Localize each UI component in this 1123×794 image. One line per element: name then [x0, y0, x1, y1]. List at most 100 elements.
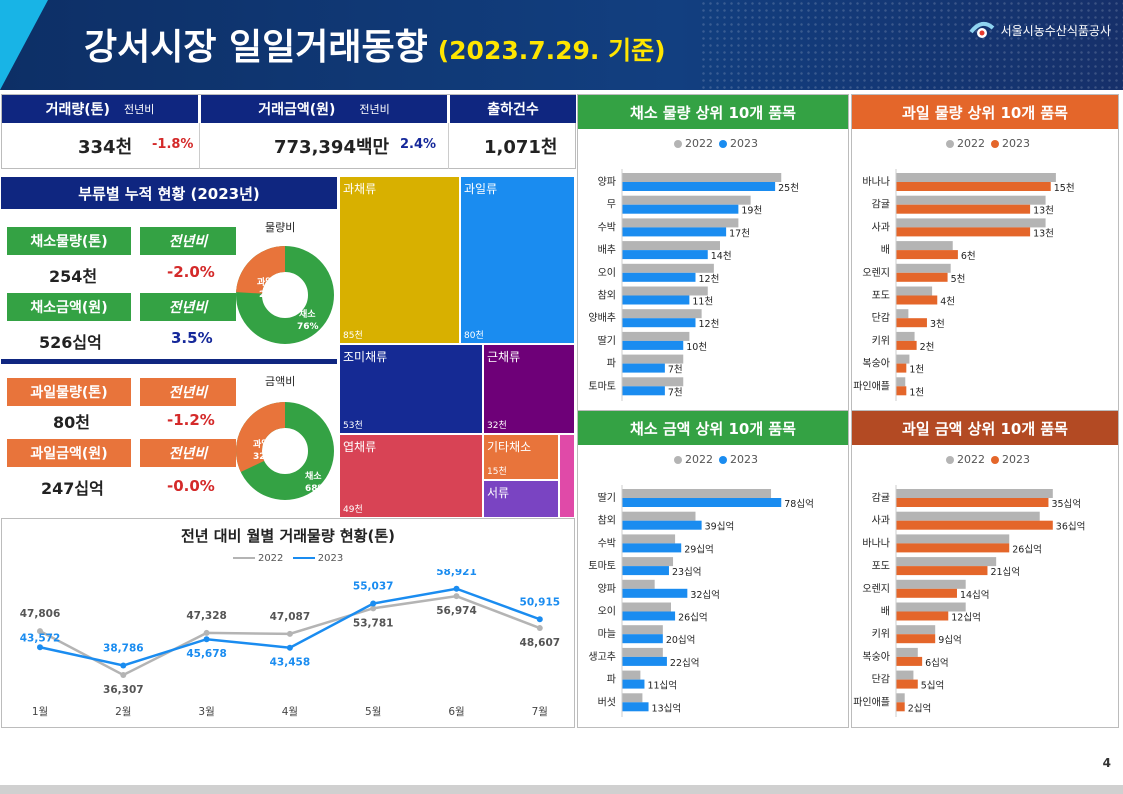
veg-amt-yoy-label: 전년비: [140, 293, 236, 321]
legend-2023: 2023: [317, 553, 344, 564]
veg-amt-label: 채소금액(원): [7, 293, 131, 321]
treemap-label: 기타채소: [487, 440, 532, 454]
bar-2023: [622, 250, 708, 260]
bar-2022: [896, 241, 953, 251]
bar-value-label: 20십억: [666, 634, 696, 646]
bar-2023: [896, 634, 936, 644]
amount-donut: 과일 32% 채소 68%: [236, 402, 334, 500]
bar-value-label: 23십억: [672, 566, 702, 578]
category-label: 참외: [598, 290, 616, 302]
treemap-label: 엽채류: [343, 440, 377, 454]
kpi-amt-header: 거래금액(원) 전년비: [201, 95, 447, 123]
category-label: 오렌지: [862, 267, 890, 279]
bar-2022: [896, 195, 1046, 205]
section-divider: [1, 359, 337, 364]
bar-value-label: 39십억: [705, 521, 735, 533]
bar-2023: [896, 386, 907, 396]
point-2022: [37, 628, 43, 635]
bar-2022: [622, 377, 684, 387]
donut2-title: 금액비: [265, 375, 296, 388]
veg-vol-yoy-label: 전년비: [140, 227, 236, 255]
bar-2022: [622, 218, 739, 228]
label-2022: 47,087: [270, 611, 311, 623]
point-2022: [453, 593, 460, 600]
month-tick: 1월: [32, 706, 48, 718]
treemap-cell-기타채소: 기타채소 15천: [483, 434, 559, 480]
bar-2022: [896, 263, 951, 273]
bar-2023: [622, 566, 669, 576]
bar-2022: [896, 670, 914, 680]
bar-2022: [622, 331, 690, 341]
bar-2023: [896, 588, 957, 598]
point-2022: [536, 625, 543, 632]
fruit-vol-yoy-label: 전년비: [140, 378, 236, 406]
bar-value-label: 22십억: [670, 657, 700, 669]
logo-icon: [969, 21, 994, 38]
veg-amt-value: 526십억: [39, 333, 102, 352]
veg-amt-yoy: 3.5%: [171, 329, 213, 347]
month-tick: 5월: [365, 706, 381, 718]
bar-value-label: 3천: [930, 319, 945, 330]
bar-2022: [622, 534, 676, 544]
point-2022: [203, 629, 210, 636]
bar-2023: [622, 227, 727, 237]
category-panel: 부류별 누적 현황 (2023년) 채소물량(톤) 전년비 254천 -2.0%…: [1, 177, 337, 513]
title-date: (2023.7.29. 기준): [437, 36, 666, 65]
bar-2023: [622, 340, 684, 350]
page-title: 강서시장 일일거래동향 (2023.7.29. 기준): [84, 18, 666, 70]
label-2023: 58,921: [436, 569, 477, 578]
label-2022: 47,806: [20, 608, 61, 620]
bar-2023: [896, 543, 1010, 553]
veg-amt-chart-title: 채소 금액 상위 10개 품목: [578, 411, 848, 445]
bar-2023: [622, 543, 682, 553]
month-tick: 6월: [448, 706, 464, 718]
bar-2023: [896, 227, 1031, 237]
label-2022: 47,328: [186, 610, 227, 622]
legend-2022: 2022: [685, 453, 713, 466]
bar-2023: [622, 182, 776, 191]
bar-2022: [896, 331, 915, 341]
point-2022: [120, 671, 127, 678]
veg-vol-bars: 양파25천무19천수박17천배추14천오이12천참외11천양배추12천딸기10천…: [588, 169, 799, 401]
bar-2023: [896, 340, 917, 350]
donut2-fruit-label: 과일 32%: [253, 438, 275, 462]
category-label: 파인애플: [853, 380, 890, 392]
bar-2022: [622, 602, 671, 612]
month-tick: 2월: [115, 706, 131, 718]
legend-2023: 2023: [1002, 453, 1030, 466]
category-label: 사과: [872, 515, 890, 527]
bar-2022: [622, 354, 684, 364]
fruit-amt-chart-panel: 과일 금액 상위 10개 품목 2022 2023 감귤 35십억 사과 36십억 바나나…: [851, 410, 1119, 728]
bar-2023: [622, 588, 688, 598]
footer-bar: [0, 785, 1123, 794]
bar-value-label: 19천: [741, 206, 762, 217]
fruit-amt-legend: 2022 2023: [852, 453, 1118, 466]
category-label: 복숭아: [862, 358, 890, 370]
legend-dot-2022: [946, 140, 954, 148]
category-label: 오이: [598, 267, 616, 279]
kpi-panel: 거래량(톤) 전년비 거래금액(원) 전년비 출하건수 334천 -1.8% 773…: [1, 94, 576, 169]
bar-2022: [622, 241, 720, 251]
kpi-vol-yoy: -1.8%: [152, 137, 194, 152]
bar-value-label: 14십억: [960, 589, 990, 601]
bar-2023: [622, 656, 667, 666]
label-2022: 56,974: [436, 605, 477, 617]
bar-2022: [622, 579, 655, 589]
label-2022: 36,307: [103, 684, 144, 696]
point-2023: [286, 644, 293, 651]
label-2023: 50,915: [520, 596, 561, 608]
treemap-label: 과일류: [464, 182, 498, 196]
category-label: 수박: [598, 221, 616, 233]
category-label: 파인애플: [853, 696, 890, 708]
fruit-amt-yoy-label: 전년비: [140, 439, 236, 467]
org-name: 서울시농수산식품공사: [1000, 23, 1111, 38]
donut2-veg-label: 채소 68%: [305, 470, 327, 494]
legend-dot-2023: [991, 140, 999, 148]
bar-2022: [896, 647, 918, 657]
bar-2023: [896, 363, 907, 373]
bar-2022: [896, 557, 997, 567]
bar-value-label: 9십억: [938, 634, 962, 646]
category-label: 감귤: [872, 492, 890, 504]
category-label: 배: [881, 606, 890, 618]
